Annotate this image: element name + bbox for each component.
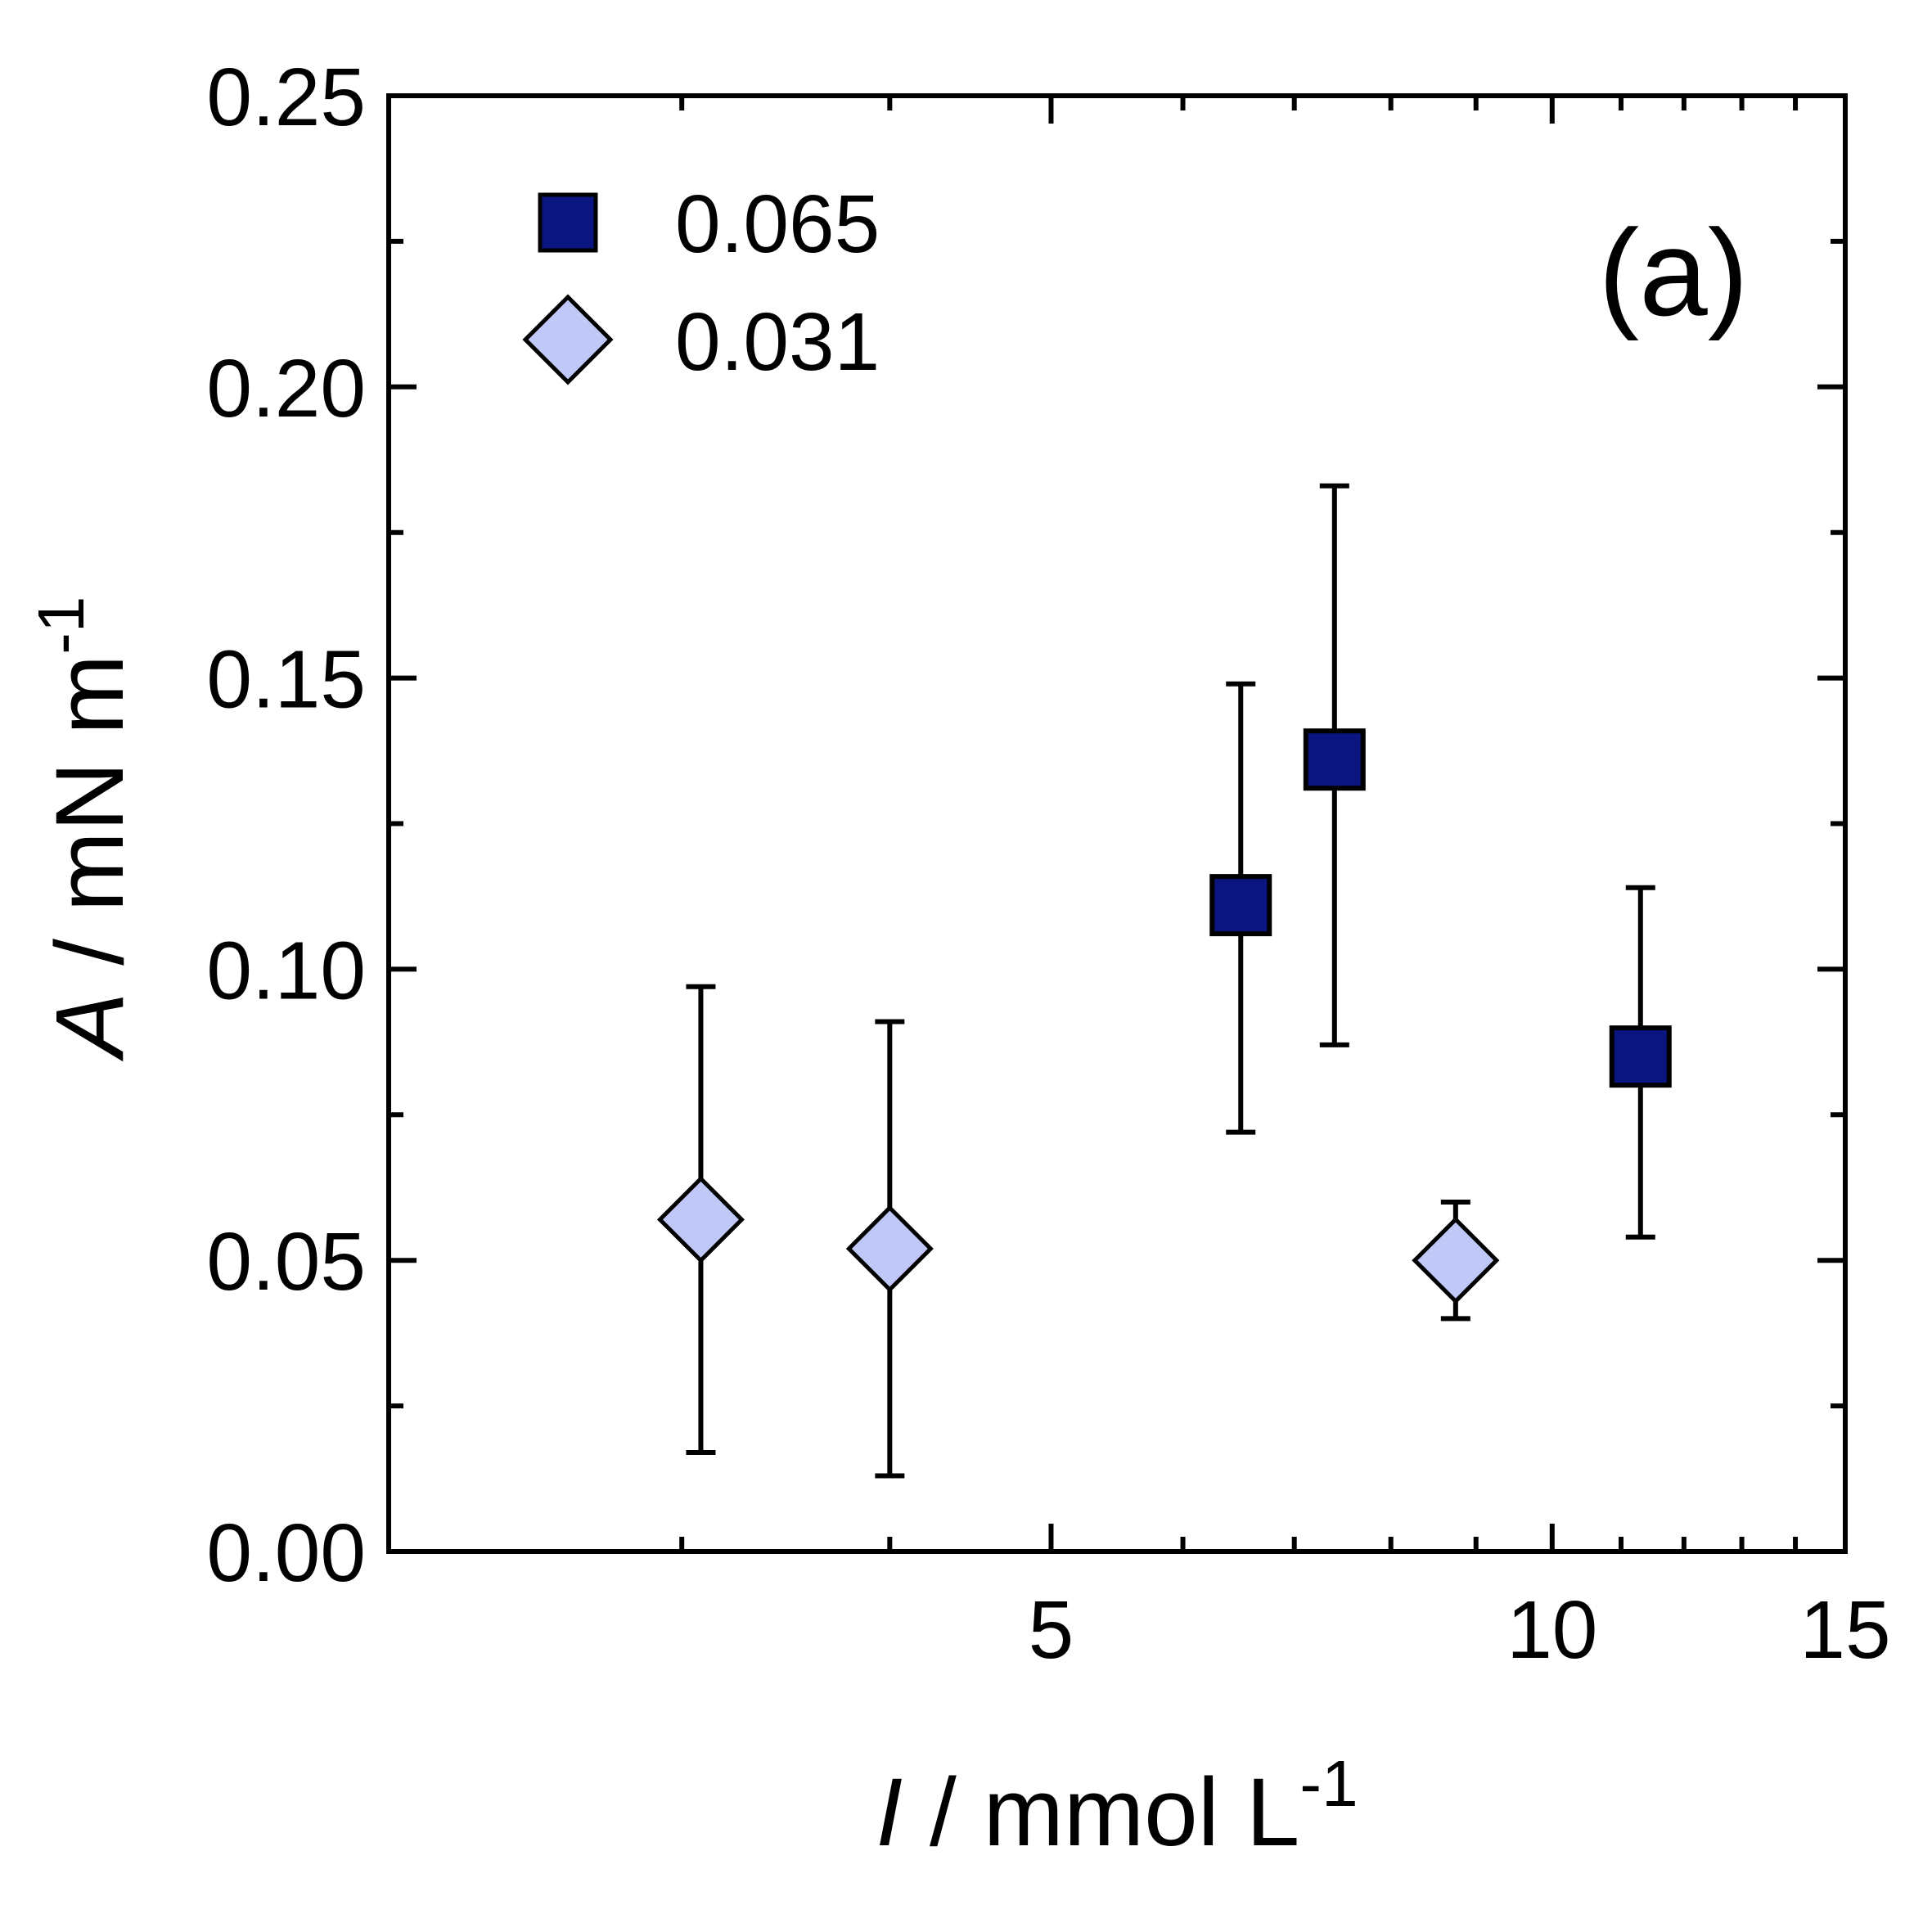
y-tick-label: 0.05 xyxy=(206,1216,366,1308)
x-axis-title: I / mmol L-1 xyxy=(876,1747,1358,1867)
legend-label-0.065: 0.065 xyxy=(675,178,880,270)
x-tick-label: 10 xyxy=(1506,1584,1597,1676)
x-tick-labels: 5 10 15 xyxy=(1029,1584,1891,1676)
x-axis-unit-exponent: -1 xyxy=(1299,1747,1358,1820)
y-tick-label: 0.15 xyxy=(206,634,366,726)
y-tick-label: 0.00 xyxy=(206,1507,366,1599)
y-tick-label: 0.10 xyxy=(206,925,366,1016)
y-axis-unit-exponent: -1 xyxy=(25,597,97,655)
y-axis-variable: A xyxy=(36,993,144,1062)
y-tick-label: 0.25 xyxy=(206,52,366,143)
y-tick-labels: 0.00 0.05 0.10 0.15 0.20 0.25 xyxy=(206,52,366,1599)
y-axis-unit: / mN m xyxy=(36,655,144,993)
diamond-marker-0.031 xyxy=(656,1175,745,1263)
square-marker-0.065 xyxy=(1209,874,1272,937)
legend-diamond-marker xyxy=(522,294,614,385)
plot-frame xyxy=(386,93,1848,1554)
square-marker-0.065 xyxy=(1609,1025,1672,1088)
data-markers xyxy=(656,728,1672,1304)
x-tick-label: 15 xyxy=(1799,1584,1890,1676)
legend-label-0.031: 0.031 xyxy=(675,296,880,388)
legend: 0.065 0.031 xyxy=(522,178,880,388)
panel-label: (a) xyxy=(1598,204,1748,341)
diamond-marker-0.031 xyxy=(1412,1216,1500,1304)
square-marker-0.065 xyxy=(1303,728,1366,791)
x-axis-unit: / mmol L xyxy=(903,1759,1299,1867)
y-axis-title: A / mN m-1 xyxy=(25,597,144,1062)
y-tick-label: 0.20 xyxy=(206,343,366,435)
error-bars xyxy=(686,483,1655,1479)
diamond-marker-0.031 xyxy=(845,1205,934,1293)
legend-square-marker xyxy=(538,192,598,253)
x-tick-label: 5 xyxy=(1029,1584,1074,1676)
x-axis-variable: I xyxy=(876,1759,903,1867)
